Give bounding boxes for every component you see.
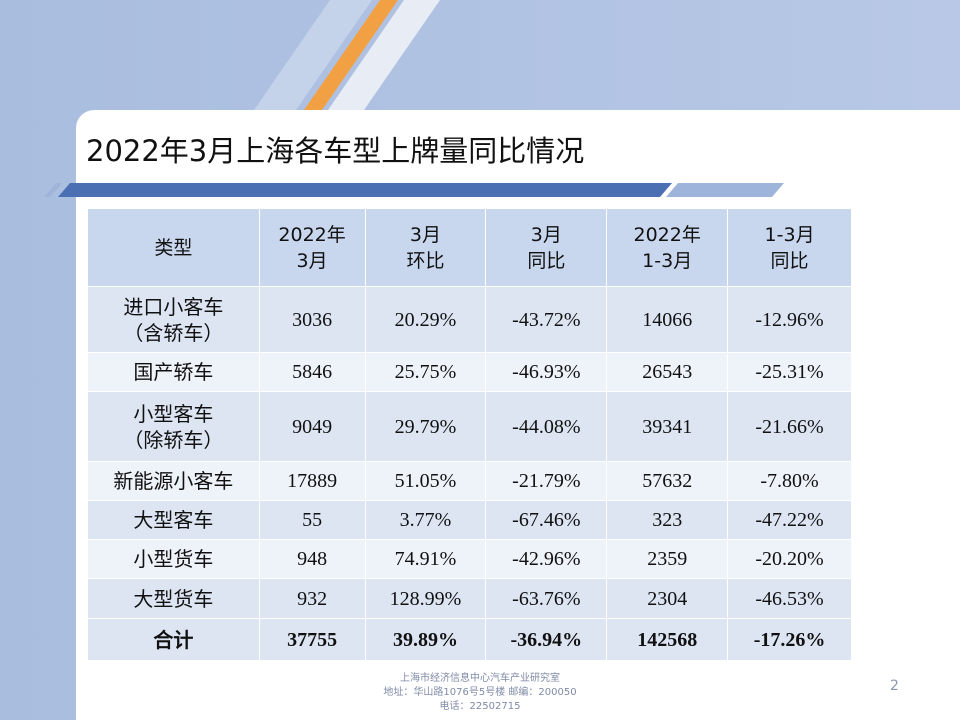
cell-type: 小型客车 （除轿车）	[87, 391, 260, 462]
cell-value: 323	[606, 500, 729, 540]
table-total-row: 合计 37755 39.89% -36.94% 142568 -17.26%	[87, 618, 852, 661]
table-row: 小型客车 （除轿车） 9049 29.79% -44.08% 39341 -21…	[87, 391, 852, 462]
deco-stripe-light	[254, 0, 372, 110]
cell-total-value: -17.26%	[727, 618, 852, 661]
cell-value: 3.77%	[364, 500, 487, 540]
header-type: 类型	[87, 208, 260, 287]
title-rule-left-tick	[44, 183, 62, 197]
cell-value: -21.79%	[485, 461, 608, 501]
cell-value: 57632	[606, 461, 729, 501]
page-number: 2	[890, 678, 899, 694]
cell-type: 大型货车	[87, 578, 260, 619]
cell-value: -20.20%	[727, 539, 852, 579]
header-jan-mar-yoy: 1-3月 同比	[727, 208, 852, 287]
cell-total-value: 39.89%	[364, 618, 487, 661]
cell-total-value: -36.94%	[485, 618, 608, 661]
cell-value: 2359	[606, 539, 729, 579]
cell-value: -12.96%	[727, 286, 852, 353]
cell-value: 26543	[606, 352, 729, 392]
title-rule-dark	[58, 183, 672, 197]
cell-value: -67.46%	[485, 500, 608, 540]
cell-value: -44.08%	[485, 391, 608, 462]
cell-value: 932	[258, 578, 366, 619]
table-row: 大型客车 55 3.77% -67.46% 323 -47.22%	[87, 500, 852, 540]
vehicle-registration-table: 类型 2022年 3月 3月 环比 3月 同比 2022年 1-3月 1-3月 …	[87, 208, 852, 661]
cell-value: 29.79%	[364, 391, 487, 462]
cell-value: 2304	[606, 578, 729, 619]
cell-type: 小型货车	[87, 539, 260, 579]
cell-value: -42.96%	[485, 539, 608, 579]
cell-value: 17889	[258, 461, 366, 501]
cell-value: -25.31%	[727, 352, 852, 392]
cell-value: 39341	[606, 391, 729, 462]
cell-value: -46.53%	[727, 578, 852, 619]
header-yoy: 3月 同比	[485, 208, 608, 287]
cell-value: -63.76%	[485, 578, 608, 619]
cell-value: -7.80%	[727, 461, 852, 501]
table-header-row: 类型 2022年 3月 3月 环比 3月 同比 2022年 1-3月 1-3月 …	[87, 208, 852, 287]
cell-total-label: 合计	[87, 618, 260, 661]
cell-type: 进口小客车 （含轿车）	[87, 286, 260, 353]
deco-stripe-pale	[328, 0, 440, 110]
cell-value: 74.91%	[364, 539, 487, 579]
table-row: 新能源小客车 17889 51.05% -21.79% 57632 -7.80%	[87, 461, 852, 501]
deco-stripe-orange	[304, 0, 398, 110]
cell-value: 20.29%	[364, 286, 487, 353]
cell-value: -47.22%	[727, 500, 852, 540]
cell-total-value: 37755	[258, 618, 366, 661]
cell-type: 国产轿车	[87, 352, 260, 392]
cell-value: 3036	[258, 286, 366, 353]
table-row: 国产轿车 5846 25.75% -46.93% 26543 -25.31%	[87, 352, 852, 392]
cell-value: 948	[258, 539, 366, 579]
cell-value: 128.99%	[364, 578, 487, 619]
cell-type: 大型客车	[87, 500, 260, 540]
cell-value: 9049	[258, 391, 366, 462]
table-row: 小型货车 948 74.91% -42.96% 2359 -20.20%	[87, 539, 852, 579]
header-mom: 3月 环比	[364, 208, 487, 287]
cell-value: 5846	[258, 352, 366, 392]
slide-title: 2022年3月上海各车型上牌量同比情况	[86, 134, 585, 168]
header-march-2022: 2022年 3月	[258, 208, 366, 287]
cell-value: 14066	[606, 286, 729, 353]
header-jan-mar-2022: 2022年 1-3月	[606, 208, 729, 287]
table-row: 大型货车 932 128.99% -63.76% 2304 -46.53%	[87, 578, 852, 619]
table-row: 进口小客车 （含轿车） 3036 20.29% -43.72% 14066 -1…	[87, 286, 852, 353]
cell-value: -43.72%	[485, 286, 608, 353]
cell-value: 25.75%	[364, 352, 487, 392]
cell-total-value: 142568	[606, 618, 729, 661]
cell-type: 新能源小客车	[87, 461, 260, 501]
cell-value: -21.66%	[727, 391, 852, 462]
cell-value: -46.93%	[485, 352, 608, 392]
slide-footer: 上海市经济信息中心汽车产业研究室 地址：华山路1076号5号楼 邮编：20005…	[383, 673, 577, 712]
cell-value: 55	[258, 500, 366, 540]
cell-value: 51.05%	[364, 461, 487, 501]
title-rule-light	[666, 183, 784, 197]
